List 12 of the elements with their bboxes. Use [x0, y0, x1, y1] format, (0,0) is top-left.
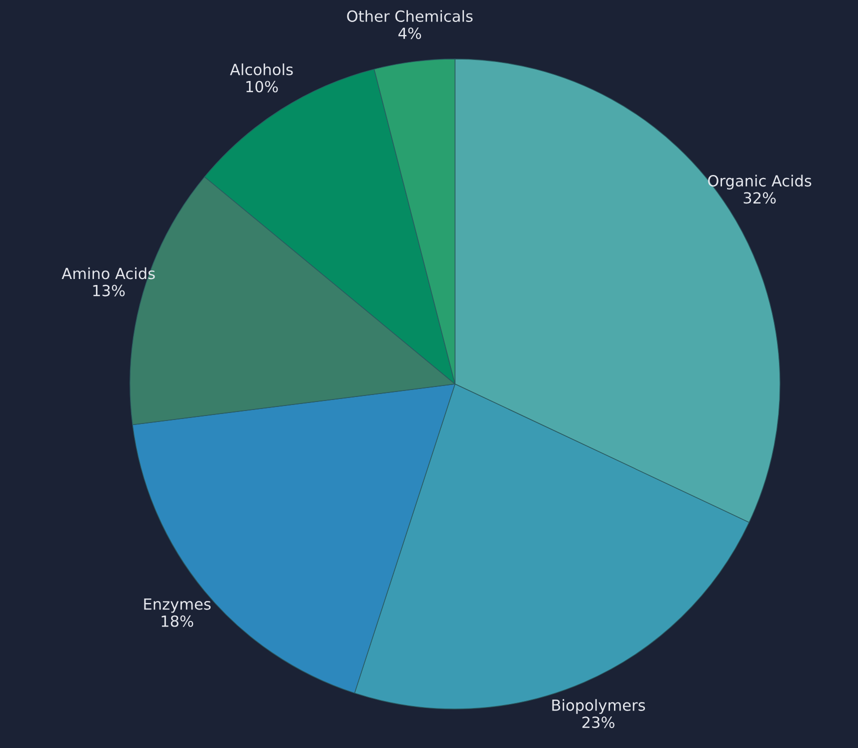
data-label: 18%: [162, 615, 194, 627]
slice-label: Alcohols: [230, 63, 293, 76]
data-label: 23%: [582, 716, 614, 728]
data-label: 13%: [93, 284, 125, 296]
slice-label: Amino Acids: [62, 267, 155, 280]
data-label: 32%: [744, 192, 776, 204]
data-label: 4%: [398, 28, 422, 40]
data-label: 10%: [246, 80, 278, 92]
slice-label: Enzymes: [144, 598, 211, 613]
slice-label: Organic Acids: [708, 174, 812, 190]
slice-label: Other Chemicals: [347, 10, 473, 22]
slice-label: Biopolymers: [552, 699, 645, 714]
